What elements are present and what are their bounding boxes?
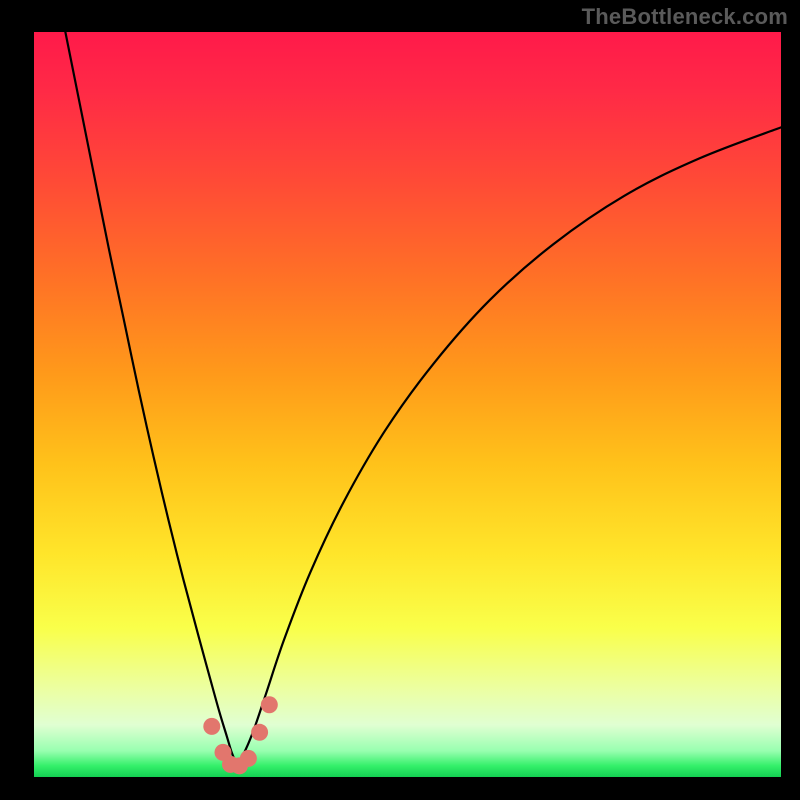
plot-svg [34,32,781,777]
watermark-text: TheBottleneck.com [582,4,788,30]
valley-marker [251,724,268,741]
valley-marker [203,718,220,735]
valley-markers [203,696,278,774]
valley-marker [261,696,278,713]
curve-left-branch [65,32,236,764]
curve-right-branch [236,127,781,763]
valley-marker [240,750,257,767]
stage: TheBottleneck.com [0,0,800,800]
plot-area [34,32,781,777]
